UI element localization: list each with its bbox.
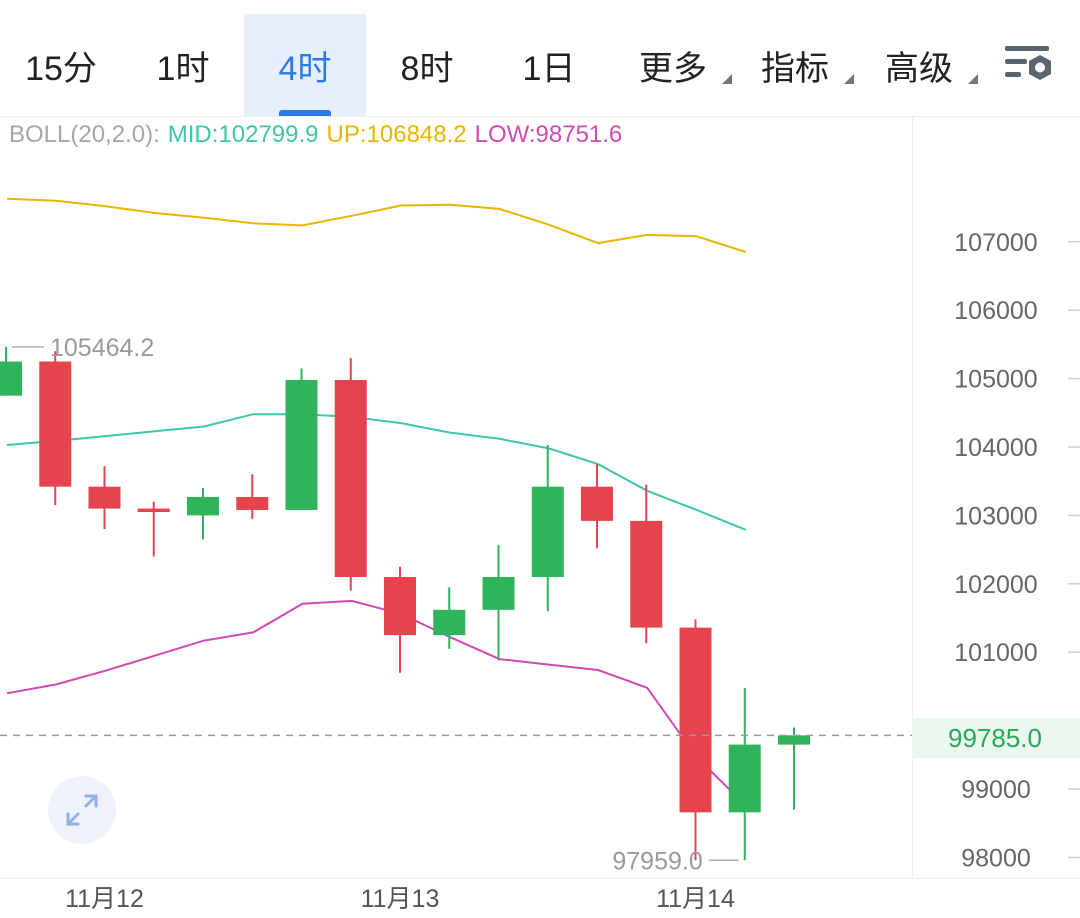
candle-body — [630, 520, 663, 628]
boll-up-line — [6, 197, 747, 253]
y-tick-label: 107000 — [954, 229, 1037, 257]
boll-indicator-legend: BOLL(20,2.0): MID:102799.9 UP:106848.2 LOW:… — [9, 121, 622, 149]
tab-label: 8时 — [400, 49, 454, 88]
candle-down — [39, 351, 72, 506]
y-tick-label: 106000 — [954, 297, 1037, 325]
timeframe-tabs: 15分 1时 4时 8时 1日 更多 指标 高级 — [0, 0, 1080, 116]
boll-mid-line — [6, 413, 747, 531]
tab-label: 1时 — [156, 49, 210, 88]
last-price-tag: 99785.0 — [912, 718, 1080, 758]
expand-button[interactable] — [48, 776, 116, 844]
tab-label: 更多 — [639, 49, 707, 88]
candle-down — [88, 466, 121, 530]
tab-4h[interactable]: 4时 — [244, 14, 366, 116]
candle-down — [679, 619, 712, 861]
candle-up — [778, 727, 810, 810]
last-price-value: 99785.0 — [948, 722, 1042, 753]
min-price-label: 97959.0 — [612, 847, 702, 875]
dropdown-caret-icon — [968, 74, 978, 84]
candle-body — [39, 361, 72, 487]
y-tick-label: 104000 — [954, 434, 1037, 462]
candle-up — [433, 587, 466, 649]
candle-body — [137, 508, 170, 512]
tab-label: 指标 — [761, 49, 829, 88]
x-tick-label: 11月13 — [361, 885, 440, 913]
boll-low-line — [6, 599, 747, 807]
candle-down — [384, 566, 416, 673]
tab-label: 4时 — [278, 49, 332, 88]
candle-body — [0, 361, 22, 396]
max-price-label: 105464.2 — [50, 334, 154, 362]
tab-label: 高级 — [885, 49, 953, 88]
boll-label: BOLL(20,2.0): — [9, 121, 160, 148]
candle-down — [137, 501, 170, 557]
candle-up — [728, 687, 761, 861]
tab-label: 15分 — [25, 49, 97, 88]
candle-body — [581, 486, 613, 521]
candle-body — [236, 496, 269, 510]
tab-1d[interactable]: 1日 — [488, 14, 610, 116]
candle-up — [531, 444, 564, 612]
candle-down — [236, 474, 269, 519]
candle-body — [334, 379, 367, 577]
candle-down — [630, 484, 663, 644]
x-tick-label: 11月14 — [656, 885, 735, 913]
candle-body — [679, 627, 712, 813]
candle-up — [285, 368, 318, 510]
boll-mid-value: MID:102799.9 — [167, 121, 319, 148]
y-tick-label: 98000 — [961, 844, 1031, 872]
boll-low-value: LOW:98751.6 — [474, 121, 623, 148]
active-tab-indicator — [279, 110, 331, 116]
y-tick-label: 101000 — [954, 639, 1037, 667]
tab-1h[interactable]: 1时 — [122, 14, 244, 116]
tab-15m[interactable]: 15分 — [0, 14, 122, 116]
candle-body — [778, 735, 810, 745]
candle-up — [187, 488, 219, 540]
candle-down — [334, 358, 367, 591]
tab-advanced[interactable]: 高级 — [858, 14, 980, 116]
candle-up — [0, 346, 22, 396]
candle-up — [482, 544, 515, 661]
candle-body — [285, 379, 318, 510]
candle-body — [482, 576, 515, 610]
candle-body — [531, 486, 564, 577]
y-tick-label: 99000 — [961, 776, 1031, 804]
chart-settings-icon[interactable] — [1002, 40, 1058, 90]
candle-down — [581, 464, 613, 549]
y-tick-label: 102000 — [954, 571, 1037, 599]
y-tick-label: 105000 — [954, 366, 1037, 394]
tab-indicators[interactable]: 指标 — [734, 14, 856, 116]
boll-up-value: UP:106848.2 — [326, 121, 467, 148]
dropdown-caret-icon — [722, 74, 732, 84]
tab-label: 1日 — [522, 49, 576, 88]
expand-arrows-icon — [66, 794, 98, 826]
candle-body — [187, 496, 219, 516]
dropdown-caret-icon — [844, 74, 854, 84]
tab-8h[interactable]: 8时 — [366, 14, 488, 116]
candle-body — [728, 744, 761, 813]
candle-body — [433, 609, 466, 636]
x-tick-label: 11月12 — [65, 885, 144, 913]
candle-body — [384, 576, 416, 636]
y-tick-label: 103000 — [954, 502, 1037, 530]
tab-more[interactable]: 更多 — [612, 14, 734, 116]
candle-body — [88, 486, 121, 509]
